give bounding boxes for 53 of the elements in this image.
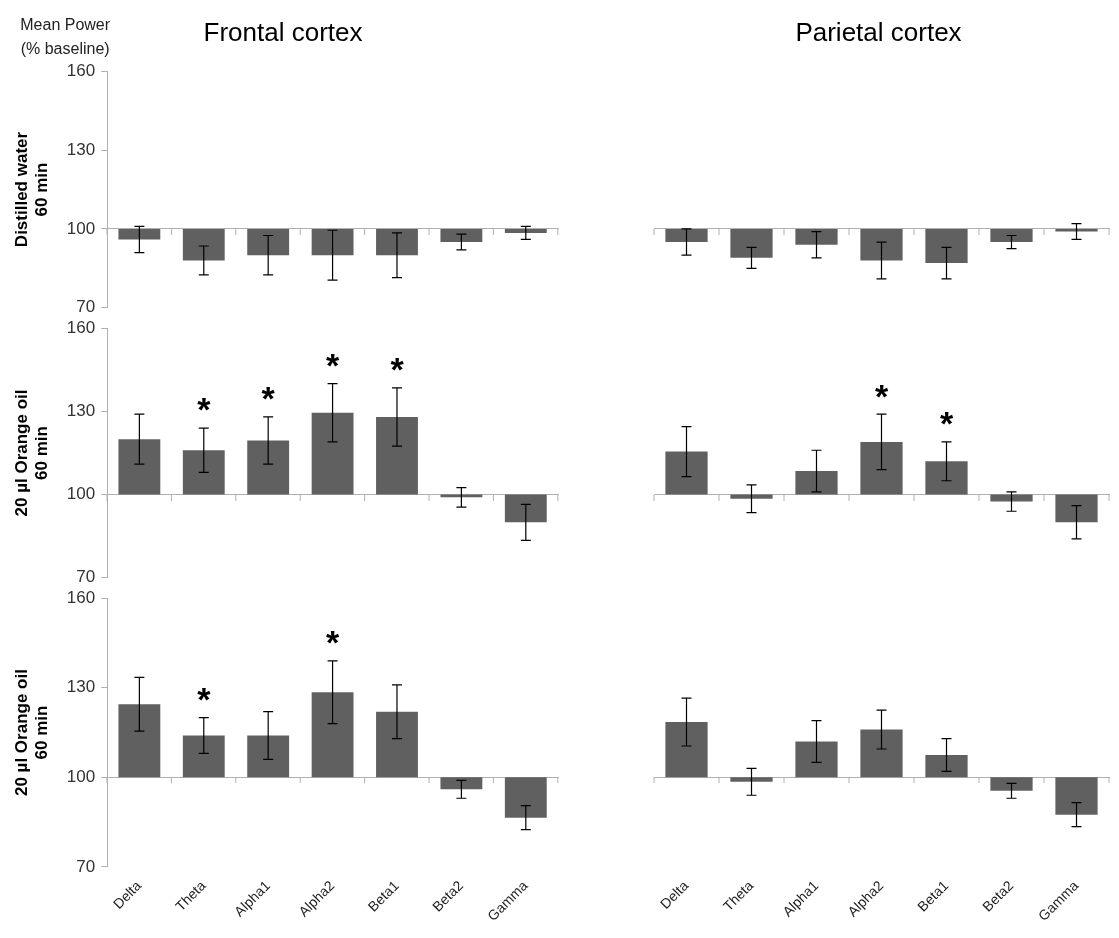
annotation: * [197,680,212,718]
bar [990,494,1033,502]
bar [860,729,903,778]
bar [795,741,838,778]
bar [665,451,708,495]
bar [311,692,354,778]
bar [1055,777,1098,815]
bar [182,450,225,495]
bar [376,711,418,778]
y-tick-label: 100 [66,218,96,238]
y-tick-label: 70 [76,856,96,876]
bar [990,777,1033,791]
annotation: * [261,379,276,418]
chart-title: Parietal cortex [795,16,962,47]
bar [925,461,968,495]
y-tick-label: 70 [76,297,96,317]
bar [182,735,225,778]
y-tick-label: 160 [66,317,96,337]
y-tick-label: 130 [66,677,96,697]
y-axis-title: Distilled water 60 min [11,131,52,248]
bar [376,416,418,495]
bar [795,471,838,495]
bar [925,754,968,778]
bar [665,722,708,778]
y-tick-label: 130 [66,139,96,159]
y-tick-label: 160 [66,60,96,80]
y-tick-label: 130 [66,401,96,421]
annotation: * [874,376,889,415]
text: Mean Power (% baseline) [20,16,111,58]
annotation: * [939,404,954,443]
chart-title: Frontal cortex [203,16,363,47]
bar [311,412,354,495]
bar [730,494,773,499]
y-axis-title: 20 µl Orange oil 60 min [11,389,52,517]
bar [860,441,903,495]
annotation: * [325,346,340,385]
y-tick-label: 100 [66,484,96,504]
y-axis-title: 20 µl Orange oil 60 min [11,669,52,797]
y-tick-label: 100 [66,767,96,787]
annotation: * [325,623,340,662]
bar [247,440,290,495]
bar [247,735,290,778]
bar [730,777,773,782]
bar [118,439,161,495]
y-tick-label: 70 [76,567,96,587]
bar [118,704,161,778]
bar [504,494,547,523]
bar [1055,494,1098,523]
annotation: * [197,390,212,429]
y-tick-label: 160 [66,587,96,607]
bar [440,777,483,790]
bar [504,777,547,818]
annotation: * [390,350,405,389]
